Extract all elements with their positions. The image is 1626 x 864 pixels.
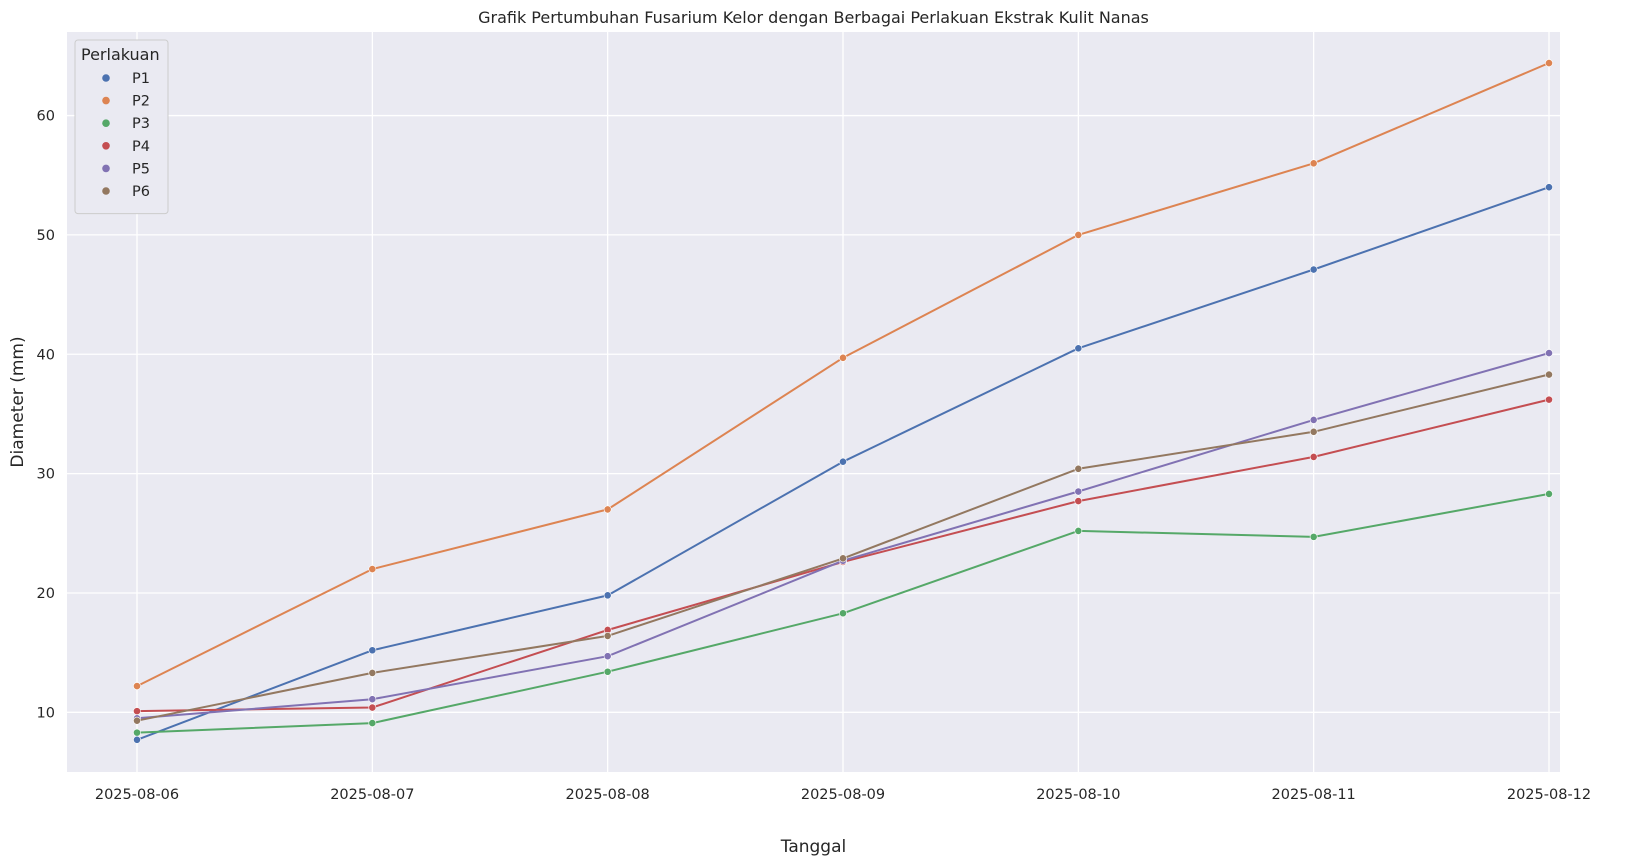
- data-point: [1545, 349, 1553, 357]
- data-point: [368, 719, 377, 727]
- y-tick-label: 60: [37, 109, 55, 125]
- legend-items: P1 P2 P3 P4 P5 P6: [102, 71, 150, 200]
- data-point: [133, 716, 141, 725]
- data-point: [133, 682, 141, 690]
- legend-item-P6: P6: [102, 184, 150, 200]
- legend-item-P3: P3: [102, 116, 150, 132]
- x-tick-label: 2025-08-09: [801, 787, 885, 803]
- data-point: [603, 505, 612, 514]
- data-point: [133, 707, 141, 716]
- series-P1: [133, 183, 1553, 744]
- data-point: [1309, 453, 1318, 461]
- data-point: [1074, 344, 1083, 353]
- data-point: [368, 669, 377, 677]
- x-tick-label: 2025-08-11: [1272, 787, 1356, 803]
- data-point: [839, 457, 847, 466]
- data-point: [839, 609, 847, 618]
- data-point: [1074, 497, 1083, 505]
- legend-label: P6: [132, 184, 150, 200]
- data-point: [603, 632, 612, 640]
- data-point: [133, 728, 141, 737]
- legend-marker: [102, 164, 110, 173]
- legend-box: [74, 39, 169, 215]
- data-point: [1309, 532, 1318, 541]
- data-point: [1309, 427, 1318, 436]
- legend-marker: [102, 74, 110, 82]
- y-tick-label: 50: [37, 228, 55, 244]
- x-axis-label: Tanggal: [780, 837, 847, 857]
- data-point: [368, 703, 377, 712]
- grid: [67, 32, 1560, 772]
- data-point: [603, 667, 612, 676]
- legend-marker: [102, 96, 110, 105]
- data-point: [1545, 59, 1553, 67]
- series-layer: [133, 59, 1553, 744]
- series-P6: [133, 370, 1553, 725]
- data-point: [1074, 464, 1083, 473]
- data-point: [133, 735, 141, 744]
- data-point: [1545, 183, 1553, 192]
- data-point: [839, 554, 847, 563]
- legend-marker: [102, 142, 110, 150]
- data-point: [839, 353, 847, 362]
- data-point: [1074, 527, 1083, 535]
- plot-area: [67, 32, 1560, 772]
- data-point: [1309, 265, 1318, 274]
- legend-label: P1: [132, 71, 150, 87]
- tick-labels: 2025-08-06 2025-08-07 2025-08-08 2025-08-09…: [37, 109, 1592, 803]
- data-point: [1309, 416, 1318, 424]
- data-point: [1545, 370, 1553, 379]
- x-tick-label: 2025-08-07: [330, 787, 414, 803]
- series-P2: [133, 59, 1553, 690]
- legend-item-P1: P1: [102, 71, 150, 87]
- legend-marker: [102, 119, 110, 127]
- series-P3: [133, 490, 1553, 737]
- legend-label: P2: [132, 94, 150, 110]
- data-point: [368, 646, 377, 655]
- data-point: [603, 652, 612, 661]
- data-point: [1545, 395, 1553, 404]
- data-point: [1074, 231, 1083, 239]
- legend-item-P2: P2: [102, 94, 150, 110]
- x-tick-label: 2025-08-08: [566, 787, 650, 803]
- y-tick-label: 30: [37, 467, 55, 483]
- legend-item-P5: P5: [102, 161, 150, 177]
- legend-marker: [102, 187, 110, 195]
- legend: Perlakuan P1 P2 P3 P4 P5 P6: [74, 39, 169, 215]
- data-point: [368, 695, 377, 704]
- y-tick-label: 20: [37, 586, 55, 602]
- legend-item-P4: P4: [102, 139, 150, 155]
- data-point: [603, 591, 612, 600]
- legend-label: P5: [132, 161, 150, 177]
- y-tick-label: 40: [37, 347, 55, 363]
- chart-title: Grafik Pertumbuhan Fusarium Kelor dengan…: [478, 8, 1149, 27]
- y-tick-label: 10: [37, 705, 55, 721]
- y-axis-label: Diameter (mm): [8, 336, 28, 467]
- data-point: [368, 565, 377, 573]
- x-tick-label: 2025-08-10: [1036, 787, 1120, 803]
- x-tick-label: 2025-08-12: [1507, 787, 1591, 803]
- data-point: [1309, 159, 1318, 168]
- data-point: [1545, 490, 1553, 498]
- legend-label: P4: [132, 139, 150, 155]
- x-tick-label: 2025-08-06: [95, 787, 179, 803]
- data-point: [1074, 487, 1083, 496]
- legend-label: P3: [132, 116, 150, 132]
- legend-title: Perlakuan: [81, 45, 160, 64]
